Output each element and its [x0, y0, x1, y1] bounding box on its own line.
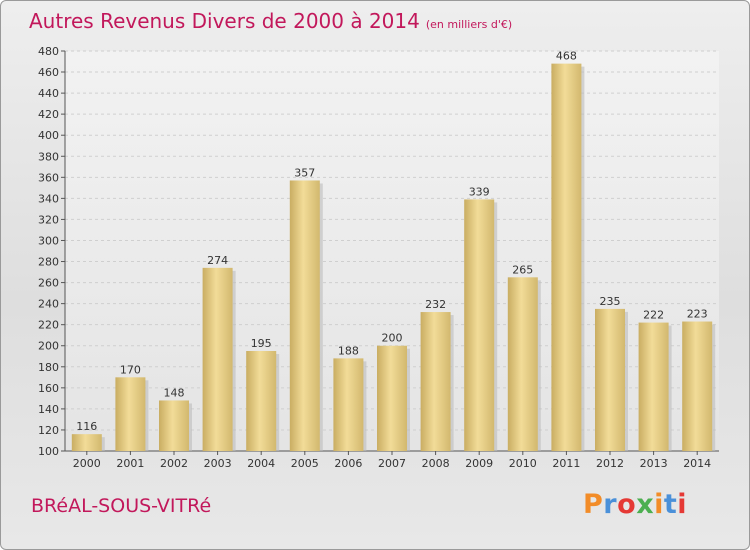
x-tick-label: 2000: [73, 457, 101, 470]
y-tick-label: 120: [38, 424, 59, 437]
x-tick-label: 2001: [116, 457, 144, 470]
chart-frame: Autres Revenus Divers de 2000 à 2014 (en …: [0, 0, 750, 550]
bar-value-label: 148: [164, 386, 185, 399]
y-tick-label: 200: [38, 340, 59, 353]
bar: [246, 351, 276, 451]
x-tick-label: 2002: [160, 457, 188, 470]
bar: [203, 268, 233, 451]
x-tick-label: 2005: [291, 457, 319, 470]
bar-value-label: 357: [294, 166, 315, 179]
bar: [508, 277, 538, 451]
bar: [159, 400, 189, 451]
city-name: BRéAL-SOUS-VITRé: [31, 495, 211, 517]
y-tick-label: 100: [38, 445, 59, 458]
x-tick-label: 2012: [596, 457, 624, 470]
bar-value-label: 116: [76, 420, 97, 433]
bar-value-label: 195: [251, 337, 272, 350]
x-tick-label: 2006: [334, 457, 362, 470]
logo-letter: t: [664, 489, 677, 520]
bar-value-label: 170: [120, 363, 141, 376]
logo-letter: x: [636, 489, 654, 520]
bar-chart: 100 120 140 160 180 200 220 240 260 280 300 320 340 3…: [1, 1, 749, 549]
y-tick-label: 320: [38, 213, 59, 226]
bar: [595, 309, 625, 451]
bar: [639, 323, 669, 451]
logo-letter: o: [617, 489, 636, 520]
proxiti-logo: Proxiti: [583, 489, 687, 520]
x-tick-label: 2008: [422, 457, 450, 470]
logo-letter: i: [677, 489, 687, 520]
bar: [115, 377, 145, 451]
y-tick-label: 240: [38, 298, 59, 311]
y-tick-label: 460: [38, 66, 59, 79]
logo-letter: P: [583, 489, 603, 520]
x-tick-label: 2009: [465, 457, 493, 470]
bar: [421, 312, 451, 451]
bar: [333, 358, 363, 451]
y-tick-label: 360: [38, 171, 59, 184]
bar-value-label: 235: [600, 295, 621, 308]
y-tick-label: 380: [38, 150, 59, 163]
x-tick-label: 2014: [683, 457, 711, 470]
x-tick-label: 2003: [204, 457, 232, 470]
bar-value-label: 232: [425, 298, 446, 311]
bar: [377, 346, 407, 451]
bar-value-label: 339: [469, 185, 490, 198]
bar-value-label: 222: [643, 309, 664, 322]
bar-value-label: 200: [382, 332, 403, 345]
x-tick-label: 2004: [247, 457, 275, 470]
y-tick-label: 140: [38, 403, 59, 416]
x-tick-label: 2010: [509, 457, 537, 470]
y-tick-label: 280: [38, 256, 59, 269]
y-tick-label: 300: [38, 234, 59, 247]
y-tick-label: 480: [38, 45, 59, 58]
y-tick-label: 340: [38, 192, 59, 205]
x-tick-label: 2011: [552, 457, 580, 470]
bar: [464, 199, 494, 451]
logo-letter: r: [603, 489, 617, 520]
y-tick-label: 220: [38, 319, 59, 332]
bar: [72, 434, 102, 451]
y-tick-label: 160: [38, 382, 59, 395]
x-tick-label: 2007: [378, 457, 406, 470]
y-tick-label: 440: [38, 87, 59, 100]
bar: [551, 64, 581, 451]
bar-value-label: 265: [512, 263, 533, 276]
y-tick-label: 180: [38, 361, 59, 374]
bar: [682, 322, 712, 451]
bar-value-label: 188: [338, 344, 359, 357]
x-tick-label: 2013: [640, 457, 668, 470]
y-tick-label: 400: [38, 129, 59, 142]
bar-value-label: 223: [687, 308, 708, 321]
y-tick-label: 260: [38, 277, 59, 290]
bar-value-label: 274: [207, 254, 228, 267]
y-tick-label: 420: [38, 108, 59, 121]
logo-letter: i: [654, 489, 664, 520]
bar: [290, 180, 320, 451]
bar-value-label: 468: [556, 50, 577, 63]
